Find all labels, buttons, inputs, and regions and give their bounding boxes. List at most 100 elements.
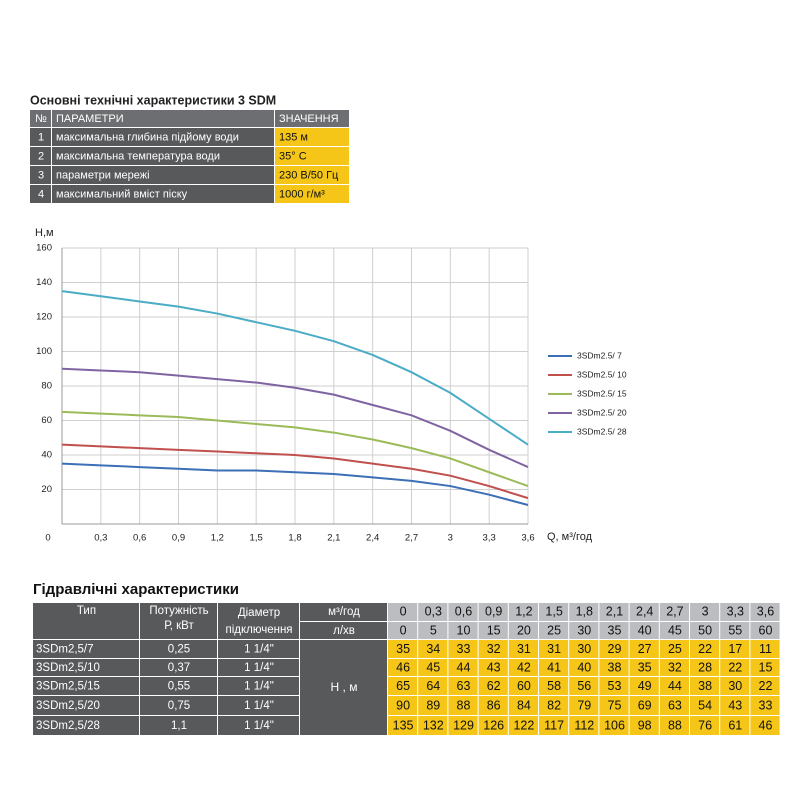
cell-text: 22: [759, 679, 773, 693]
cell-text: 60: [759, 623, 773, 637]
cell: [275, 185, 349, 203]
series-line: [61, 410, 529, 487]
cell-text: 2,1: [606, 604, 623, 618]
cell-text: 88: [457, 698, 471, 712]
legend-label: 3SDm2.5/ 10: [577, 369, 627, 379]
x-tick-label: 3: [448, 533, 453, 544]
x-tick-label: 1,8: [288, 533, 301, 544]
cell: [659, 696, 689, 715]
cell-text: Діаметр: [238, 607, 280, 619]
cell-text: 0,6: [455, 604, 472, 618]
cell: [690, 677, 720, 695]
cell: [52, 128, 274, 146]
header-cell: [140, 603, 217, 639]
cell-text: 61: [728, 718, 742, 732]
cell: [30, 128, 51, 146]
cell-text: Тип: [77, 605, 96, 617]
cell: [33, 640, 139, 658]
cell: [720, 640, 750, 658]
cell-text: 75: [608, 698, 622, 712]
cell-text: 27: [638, 642, 652, 656]
cell: [539, 677, 569, 695]
cell: [478, 696, 508, 715]
cell: [569, 640, 599, 658]
cell: [388, 640, 418, 658]
series-line: [61, 290, 529, 446]
cell-text: 33: [759, 698, 773, 712]
cell: [659, 640, 689, 658]
cell-text: 63: [457, 679, 471, 693]
cell: [750, 716, 780, 735]
cell-text: 54: [698, 698, 712, 712]
cell-text: 69: [638, 698, 652, 712]
cell-text: 32: [487, 642, 501, 656]
cell-text: 28: [698, 660, 712, 674]
cell: [720, 716, 750, 735]
cell-text: 40: [638, 623, 652, 637]
header-cell: [300, 603, 387, 621]
cell-text: 112: [574, 718, 594, 732]
cell-text: 10: [457, 623, 471, 637]
y-tick-label: 100: [36, 346, 52, 357]
cell: [418, 640, 448, 658]
x-tick-label: 3,3: [483, 533, 496, 544]
cell-text: 43: [728, 698, 742, 712]
x-axis-label: Q, м³/год: [547, 531, 593, 543]
cell-text: Н , м: [331, 680, 358, 694]
cell: [720, 603, 750, 621]
cell-text: 38: [608, 660, 622, 674]
header-cell: [30, 110, 51, 127]
cell-text: 1,2: [515, 604, 532, 618]
cell-text: 230 В/50 Гц: [279, 169, 339, 181]
cell: [140, 696, 217, 715]
cell-text: параметри мережі: [56, 169, 150, 181]
cell: [508, 696, 538, 715]
cell-text: 30: [728, 679, 742, 693]
cell: [508, 659, 538, 676]
cell-text: 45: [668, 623, 682, 637]
cell-text: 1,8: [576, 604, 593, 618]
y-tick-label: 120: [36, 312, 52, 323]
cell-text: 84: [517, 698, 531, 712]
cell: [388, 603, 418, 621]
cell: [388, 677, 418, 695]
cell: [720, 659, 750, 676]
cell: [599, 659, 629, 676]
cell-text: 1,1: [171, 720, 187, 732]
cell-text: 32: [668, 660, 682, 674]
cell: [448, 677, 478, 695]
cell-text: 89: [426, 698, 440, 712]
x-tick-label: 1,5: [250, 533, 263, 544]
cell: [539, 716, 569, 735]
header-cell: [300, 640, 387, 735]
cell-text: 132: [423, 718, 444, 732]
cell: [52, 166, 274, 184]
cell: [388, 659, 418, 676]
cell: [599, 696, 629, 715]
cell: [659, 716, 689, 735]
cell: [448, 716, 478, 735]
cell: [629, 603, 659, 621]
cell: [750, 640, 780, 658]
cell-text: 3,3: [727, 604, 744, 618]
cell: [508, 622, 538, 639]
cell: [599, 716, 629, 735]
cell-text: 35: [396, 642, 410, 656]
cell-text: 22: [728, 660, 742, 674]
cell: [218, 659, 299, 676]
cell-text: 35: [638, 660, 652, 674]
cell-text: 45: [426, 660, 440, 674]
cell: [418, 677, 448, 695]
cell-text: 1: [38, 131, 44, 143]
cell-text: 0,75: [168, 700, 190, 712]
cell-text: максимальний вміст піску: [56, 188, 188, 200]
table-title: Гідравлічні характеристики: [33, 581, 239, 598]
cell: [569, 603, 599, 621]
cell-text: 46: [759, 718, 773, 732]
cell: [539, 659, 569, 676]
cell-text: 20: [517, 623, 531, 637]
header-cell: [300, 622, 387, 639]
cell-text: 3,6: [757, 604, 774, 618]
cell-text: 1 1/4": [244, 662, 274, 674]
